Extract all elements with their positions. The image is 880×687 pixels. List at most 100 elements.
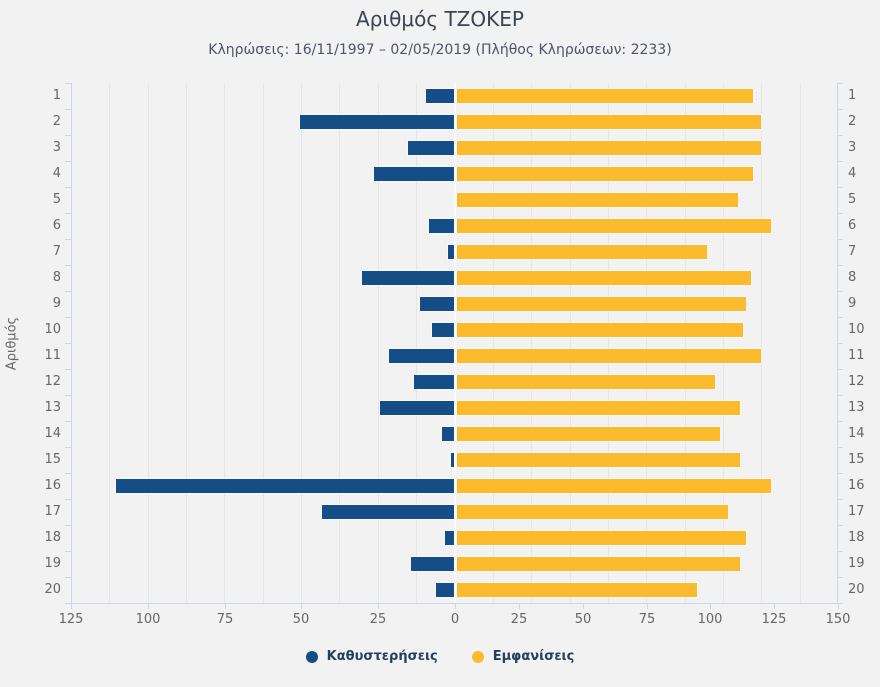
category-tick-right xyxy=(837,551,843,552)
category-label-left: 3 xyxy=(52,140,61,155)
bar-appearances-8[interactable] xyxy=(457,271,751,285)
category-label-right: 10 xyxy=(848,322,865,337)
bar-delays-18[interactable] xyxy=(445,531,454,545)
bar-appearances-3[interactable] xyxy=(457,141,761,155)
gridline xyxy=(607,83,609,603)
bar-appearances-1[interactable] xyxy=(457,89,753,103)
category-label-left: 11 xyxy=(44,348,61,363)
category-tick-left xyxy=(65,317,71,318)
bar-delays-8[interactable] xyxy=(362,271,454,285)
category-tick-right xyxy=(837,395,843,396)
gridline xyxy=(799,83,801,603)
category-tick-right xyxy=(837,577,843,578)
plot-area: 125 100 75 50 25 0 25 50 75 100 125 150 1 1 2 2 3 3 4 4 5 5 6 6… xyxy=(44,83,865,627)
category-label-left: 16 xyxy=(44,478,61,493)
bar-delays-20[interactable] xyxy=(436,583,454,597)
category-tick-left xyxy=(65,447,71,448)
category-label-right: 16 xyxy=(848,478,865,493)
bar-delays-6[interactable] xyxy=(429,219,454,233)
value-axis-label: 0 xyxy=(450,612,460,627)
gridline xyxy=(301,83,303,603)
bar-appearances-12[interactable] xyxy=(457,375,715,389)
category-label-left: 9 xyxy=(52,296,61,311)
value-axis-label: 25 xyxy=(510,612,528,627)
bar-appearances-2[interactable] xyxy=(457,115,761,129)
category-tick-right xyxy=(837,603,843,604)
bar-delays-11[interactable] xyxy=(389,349,454,363)
category-tick-left xyxy=(65,239,71,240)
bar-delays-10[interactable] xyxy=(432,323,454,337)
gridline xyxy=(377,83,379,603)
category-label-right: 19 xyxy=(848,556,865,571)
bar-appearances-16[interactable] xyxy=(457,479,771,493)
bar-appearances-18[interactable] xyxy=(457,531,746,545)
bar-appearances-11[interactable] xyxy=(457,349,761,363)
category-tick-left xyxy=(65,265,71,266)
value-axis-tick xyxy=(71,603,72,609)
bar-appearances-13[interactable] xyxy=(457,401,740,415)
bar-appearances-20[interactable] xyxy=(457,583,697,597)
category-label-right: 14 xyxy=(848,426,865,441)
category-tick-right xyxy=(837,213,843,214)
bar-delays-13[interactable] xyxy=(380,401,454,415)
bar-delays-15[interactable] xyxy=(451,453,454,467)
value-axis-tick xyxy=(647,603,648,609)
value-axis-label: 100 xyxy=(697,612,723,627)
category-tick-right xyxy=(837,369,843,370)
y-axis-title: Αριθμός xyxy=(4,316,20,371)
category-label-right: 12 xyxy=(848,374,865,389)
bar-appearances-14[interactable] xyxy=(457,427,720,441)
bar-delays-1[interactable] xyxy=(426,89,454,103)
category-tick-right xyxy=(837,317,843,318)
bar-delays-14[interactable] xyxy=(442,427,454,441)
category-label-left: 7 xyxy=(52,244,61,259)
bar-delays-19[interactable] xyxy=(411,557,454,571)
bar-appearances-19[interactable] xyxy=(457,557,740,571)
bar-appearances-6[interactable] xyxy=(457,219,771,233)
value-axis-label: 150 xyxy=(825,612,851,627)
bar-delays-16[interactable] xyxy=(116,479,454,493)
category-label-right: 6 xyxy=(848,218,857,233)
category-tick-left xyxy=(65,603,71,604)
category-tick-left xyxy=(65,343,71,344)
chart-title: Αριθμός ΤΖΟΚΕΡ xyxy=(356,7,524,31)
category-label-left: 15 xyxy=(44,452,61,467)
legend-label-appearances: Εμφανίσεις xyxy=(492,649,575,664)
legend-item-appearances[interactable]: Εμφανίσεις xyxy=(471,649,575,664)
bar-appearances-17[interactable] xyxy=(457,505,728,519)
category-label-right: 17 xyxy=(848,504,865,519)
value-axis-tick xyxy=(225,603,226,609)
category-tick-right xyxy=(837,291,843,292)
category-label-right: 5 xyxy=(848,192,857,207)
bar-delays-4[interactable] xyxy=(374,167,454,181)
value-axis-label: 75 xyxy=(638,612,656,627)
gridline xyxy=(147,83,149,603)
gridline xyxy=(531,83,533,603)
legend-item-delays[interactable]: Καθυστερήσεις xyxy=(305,649,438,664)
bar-appearances-5[interactable] xyxy=(457,193,738,207)
gridline xyxy=(569,83,571,603)
category-tick-left xyxy=(65,577,71,578)
bar-delays-12[interactable] xyxy=(414,375,454,389)
bar-appearances-4[interactable] xyxy=(457,167,753,181)
bar-appearances-10[interactable] xyxy=(457,323,743,337)
legend-label-delays: Καθυστερήσεις xyxy=(326,649,438,664)
value-axis-tick xyxy=(378,603,379,609)
category-tick-right xyxy=(837,447,843,448)
category-tick-left xyxy=(65,525,71,526)
category-tick-left xyxy=(65,161,71,162)
category-tick-left xyxy=(65,109,71,110)
category-tick-left xyxy=(65,83,71,84)
category-tick-right xyxy=(837,343,843,344)
bar-delays-7[interactable] xyxy=(448,245,454,259)
value-axis-tick xyxy=(774,603,775,609)
bar-appearances-7[interactable] xyxy=(457,245,707,259)
bar-delays-3[interactable] xyxy=(408,141,454,155)
bar-appearances-9[interactable] xyxy=(457,297,746,311)
bar-delays-17[interactable] xyxy=(322,505,454,519)
gridline xyxy=(416,83,418,603)
category-label-left: 10 xyxy=(44,322,61,337)
bar-delays-9[interactable] xyxy=(420,297,454,311)
bar-appearances-15[interactable] xyxy=(457,453,740,467)
bar-delays-2[interactable] xyxy=(300,115,454,129)
